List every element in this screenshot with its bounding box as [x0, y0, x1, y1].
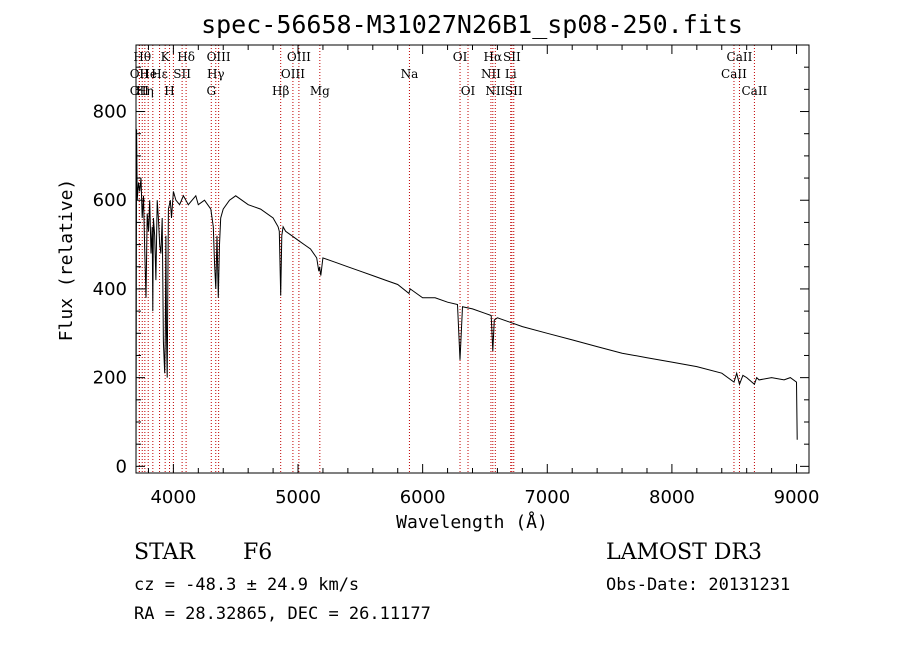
line-marker-label: SII	[503, 50, 521, 64]
line-marker-label: Hη	[136, 84, 154, 98]
line-marker-label: OII	[130, 84, 150, 98]
y-tick-label: 600	[93, 190, 127, 211]
line-marker-label: Hθ	[133, 50, 151, 64]
line-marker-label: K	[161, 50, 171, 64]
line-marker-label: OI	[461, 84, 476, 98]
line-marker-label: Mg	[310, 84, 330, 98]
line-marker-label: SII	[173, 67, 191, 81]
y-tick-label: 200	[93, 368, 127, 389]
y-axis-label: Flux (relative)	[56, 179, 77, 342]
line-marker-label: Hβ	[272, 84, 289, 98]
object-subclass: F6	[243, 540, 273, 565]
line-marker-label: Hγ	[207, 67, 225, 81]
chart-title: spec-56658-M31027N26B1_sp08-250.fits	[201, 10, 743, 39]
line-marker-label: CaII	[727, 50, 753, 64]
line-marker-label: Hα	[484, 50, 503, 64]
survey-name: LAMOST DR3	[606, 540, 762, 565]
spectrum-line	[135, 129, 798, 465]
coordinates: RA = 28.32865, DEC = 26.11177	[134, 604, 431, 624]
y-tick-label: 400	[93, 279, 127, 300]
obs-date: Obs-Date: 20131231	[606, 575, 791, 595]
line-marker-label: NII	[485, 84, 505, 98]
line-marker-label: OI	[453, 50, 468, 64]
line-marker-label: CaII	[741, 84, 767, 98]
line-marker-label: Hε	[151, 67, 168, 81]
line-marker-label: Na	[401, 67, 419, 81]
line-markers	[138, 45, 755, 473]
line-marker-label: Li	[505, 67, 517, 81]
line-marker-label: OIII	[287, 50, 311, 64]
line-marker-label: CaII	[721, 67, 747, 81]
x-tick-label: 9000	[774, 487, 820, 508]
x-tick-label: 4000	[150, 487, 196, 508]
x-tick-label: 6000	[400, 487, 446, 508]
line-marker-label: OIII	[281, 67, 305, 81]
axis-ticks: 4000 5000 6000 7000 8000 9000 0 200 400 600 800	[93, 45, 820, 508]
line-marker-label: OII	[130, 67, 150, 81]
x-tick-label: 7000	[524, 487, 570, 508]
x-tick-label: 8000	[649, 487, 695, 508]
x-tick-label: 5000	[275, 487, 321, 508]
object-class: STAR	[134, 540, 195, 565]
line-marker-label: Hδ	[177, 50, 195, 64]
line-marker-label: H	[164, 84, 174, 98]
line-marker-label: NII	[481, 67, 501, 81]
plot-frame	[135, 44, 810, 474]
y-tick-label: 800	[93, 102, 127, 123]
line-marker-label: He	[139, 67, 157, 81]
line-marker-label: SII	[505, 84, 523, 98]
y-tick-label: 0	[116, 456, 127, 477]
redshift-cz: cz = -48.3 ± 24.9 km/s	[134, 575, 360, 595]
x-axis-label: Wavelength (Å)	[396, 511, 548, 533]
line-marker-label: OIII	[207, 50, 231, 64]
line-marker-label: G	[206, 84, 216, 98]
